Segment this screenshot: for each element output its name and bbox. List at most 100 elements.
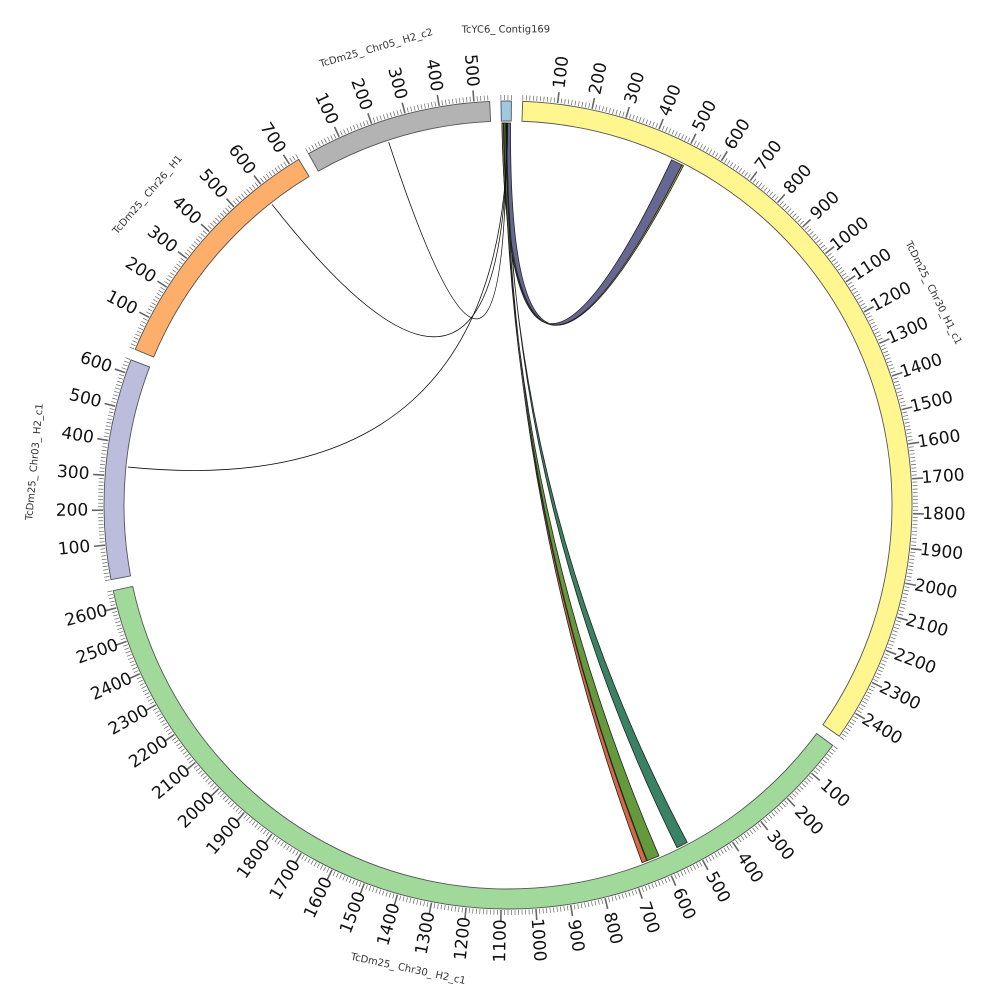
tick-label: 2500 bbox=[74, 635, 121, 668]
major-tick bbox=[802, 218, 812, 228]
minor-tick bbox=[661, 879, 664, 885]
minor-tick bbox=[910, 551, 916, 554]
minor-tick bbox=[814, 236, 819, 241]
minor-tick bbox=[182, 751, 187, 755]
minor-tick bbox=[304, 856, 308, 862]
minor-tick bbox=[114, 387, 120, 390]
minor-tick bbox=[833, 261, 839, 265]
minor-tick bbox=[101, 555, 107, 557]
minor-tick bbox=[890, 370, 896, 373]
minor-tick bbox=[332, 871, 336, 876]
link-band-chr30h2-4 bbox=[505, 122, 688, 849]
minor-tick bbox=[431, 102, 433, 108]
minor-tick bbox=[434, 101, 437, 107]
minor-tick bbox=[858, 706, 864, 711]
minor-tick bbox=[677, 872, 681, 878]
minor-tick bbox=[680, 871, 684, 876]
tick-label: 1500 bbox=[908, 387, 955, 417]
minor-tick bbox=[906, 432, 912, 434]
minor-tick bbox=[260, 827, 264, 833]
minor-tick bbox=[123, 360, 129, 364]
minor-tick bbox=[584, 102, 587, 108]
tick-label: 1200 bbox=[451, 916, 475, 961]
link-band-chr30h2-2 bbox=[503, 122, 648, 864]
tick-label: 200 bbox=[585, 61, 611, 97]
minor-tick bbox=[833, 745, 838, 750]
tick-label: 2200 bbox=[125, 732, 172, 773]
minor-tick bbox=[902, 596, 908, 599]
minor-tick bbox=[822, 759, 827, 764]
major-tick bbox=[871, 681, 883, 689]
minor-tick bbox=[107, 418, 113, 421]
minor-tick bbox=[274, 837, 278, 843]
tick-label: 400 bbox=[60, 423, 95, 448]
minor-tick bbox=[125, 357, 131, 360]
minor-tick bbox=[705, 858, 709, 863]
minor-tick bbox=[168, 275, 173, 279]
minor-tick bbox=[349, 126, 353, 132]
minor-tick bbox=[235, 198, 240, 203]
minor-tick bbox=[903, 593, 909, 595]
minor-tick bbox=[684, 135, 688, 141]
segment-chr03h2 bbox=[103, 359, 151, 581]
minor-tick bbox=[174, 266, 179, 270]
minor-tick bbox=[752, 178, 757, 183]
tick-label: 700 bbox=[634, 899, 663, 936]
minor-tick bbox=[124, 647, 130, 651]
minor-tick bbox=[454, 906, 456, 912]
minor-tick bbox=[632, 114, 635, 120]
minor-tick bbox=[118, 631, 124, 634]
link-line-chr26h1 bbox=[271, 123, 508, 338]
minor-tick bbox=[379, 115, 382, 121]
major-tick bbox=[225, 198, 235, 208]
minor-tick bbox=[549, 907, 551, 913]
minor-tick bbox=[119, 634, 125, 637]
minor-tick bbox=[618, 894, 621, 900]
minor-tick bbox=[271, 169, 276, 175]
minor-tick bbox=[215, 217, 220, 222]
minor-tick bbox=[768, 814, 773, 819]
minor-tick bbox=[851, 718, 857, 723]
minor-tick bbox=[818, 241, 823, 246]
minor-tick bbox=[217, 790, 222, 795]
minor-tick bbox=[560, 906, 562, 912]
minor-tick bbox=[553, 907, 555, 913]
minor-tick bbox=[706, 147, 710, 153]
major-tick bbox=[282, 154, 291, 165]
minor-tick bbox=[115, 621, 121, 624]
tick-label: 1600 bbox=[300, 874, 337, 922]
minor-tick bbox=[420, 104, 423, 110]
minor-tick bbox=[668, 128, 672, 134]
minor-tick bbox=[809, 231, 814, 236]
major-tick bbox=[428, 902, 433, 914]
tick-label: 1300 bbox=[884, 313, 932, 349]
minor-tick bbox=[118, 377, 124, 380]
major-tick bbox=[637, 888, 643, 900]
sequence-label-chr30h2: TcDm25_ Chr30_ H2_c1 bbox=[349, 951, 467, 987]
minor-tick bbox=[571, 100, 573, 106]
minor-tick bbox=[265, 173, 270, 179]
minor-tick bbox=[905, 425, 911, 428]
major-tick bbox=[156, 280, 168, 288]
minor-tick bbox=[905, 428, 911, 431]
minor-tick bbox=[908, 446, 914, 448]
major-tick bbox=[186, 761, 196, 771]
minor-tick bbox=[225, 798, 230, 803]
minor-tick bbox=[674, 131, 678, 137]
major-tick bbox=[901, 406, 913, 411]
minor-tick bbox=[665, 127, 668, 133]
minor-tick bbox=[867, 691, 872, 695]
tick-label: 900 bbox=[806, 187, 843, 224]
minor-tick bbox=[133, 670, 139, 673]
minor-tick bbox=[166, 278, 171, 282]
minor-tick bbox=[105, 428, 111, 431]
tick-label: 1700 bbox=[266, 856, 305, 903]
major-tick bbox=[879, 338, 890, 345]
minor-tick bbox=[220, 212, 225, 217]
minor-tick bbox=[865, 694, 871, 698]
minor-tick bbox=[444, 99, 447, 105]
minor-tick bbox=[885, 357, 891, 360]
minor-tick bbox=[320, 864, 323, 870]
minor-tick bbox=[831, 748, 836, 753]
minor-tick bbox=[348, 878, 352, 884]
